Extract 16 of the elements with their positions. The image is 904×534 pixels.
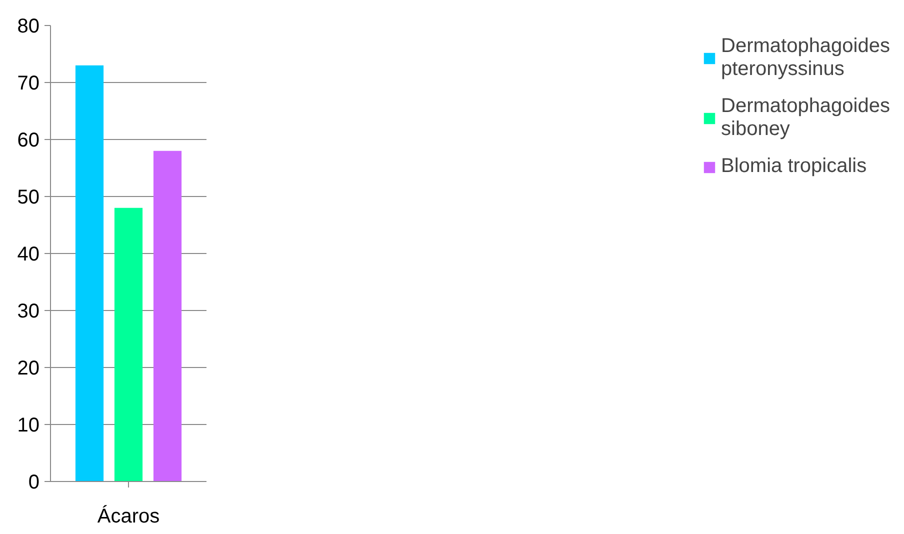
y-tick-label: 30 — [17, 300, 40, 322]
legend-label: Dermatophagoides siboney — [721, 95, 890, 141]
y-tick-label: 60 — [17, 130, 40, 152]
y-tick-label: 80 — [17, 16, 40, 38]
x-tick-label: Ácaros — [97, 504, 160, 528]
y-tick-label: 0 — [28, 472, 40, 494]
y-tick-label: 70 — [17, 72, 40, 94]
legend-label: Dermatophagoides pteronyssinus — [721, 35, 890, 81]
bar — [114, 208, 143, 482]
bar — [153, 150, 182, 482]
y-tick-label: 50 — [17, 186, 40, 208]
y-tick-label: 40 — [17, 244, 40, 266]
legend-label: Blomia tropicalis — [721, 155, 867, 178]
y-tick-label: 10 — [17, 414, 40, 436]
bar — [75, 65, 104, 482]
y-tick-label: 20 — [17, 358, 40, 380]
